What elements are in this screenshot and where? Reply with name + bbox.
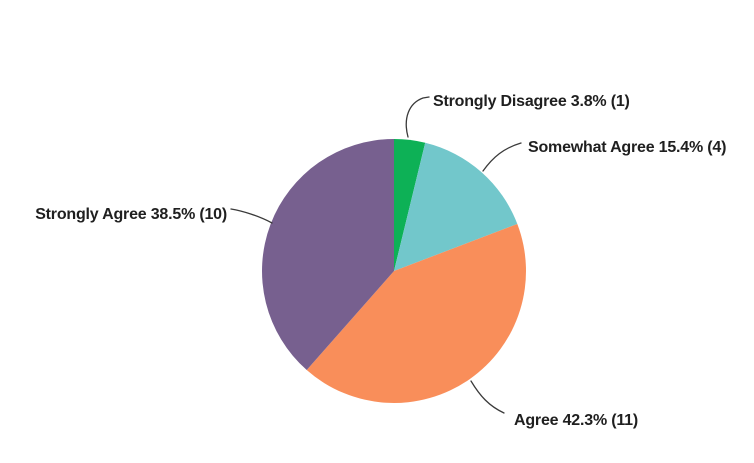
- leader-line-strongly-disagree: [405, 96, 430, 138]
- pie-slices: [262, 138, 526, 403]
- leader-line-strongly-agree: [230, 208, 273, 224]
- leader-line-agree: [470, 380, 505, 414]
- pie-slice-strongly-disagree[interactable]: [394, 138, 426, 271]
- slice-label-agree: Agree 42.3% (11): [514, 412, 638, 429]
- pie-slice-agree[interactable]: [306, 223, 526, 403]
- pie-slice-somewhat-agree[interactable]: [394, 142, 518, 271]
- slice-label-somewhat-agree: Somewhat Agree 15.4% (4): [528, 139, 727, 156]
- slice-label-strongly-disagree: Strongly Disagree 3.8% (1): [433, 93, 630, 110]
- pie-slice-strongly-agree[interactable]: [262, 139, 394, 371]
- leader-line-somewhat-agree: [482, 142, 522, 172]
- slice-label-strongly-agree: Strongly Agree 38.5% (10): [35, 206, 227, 223]
